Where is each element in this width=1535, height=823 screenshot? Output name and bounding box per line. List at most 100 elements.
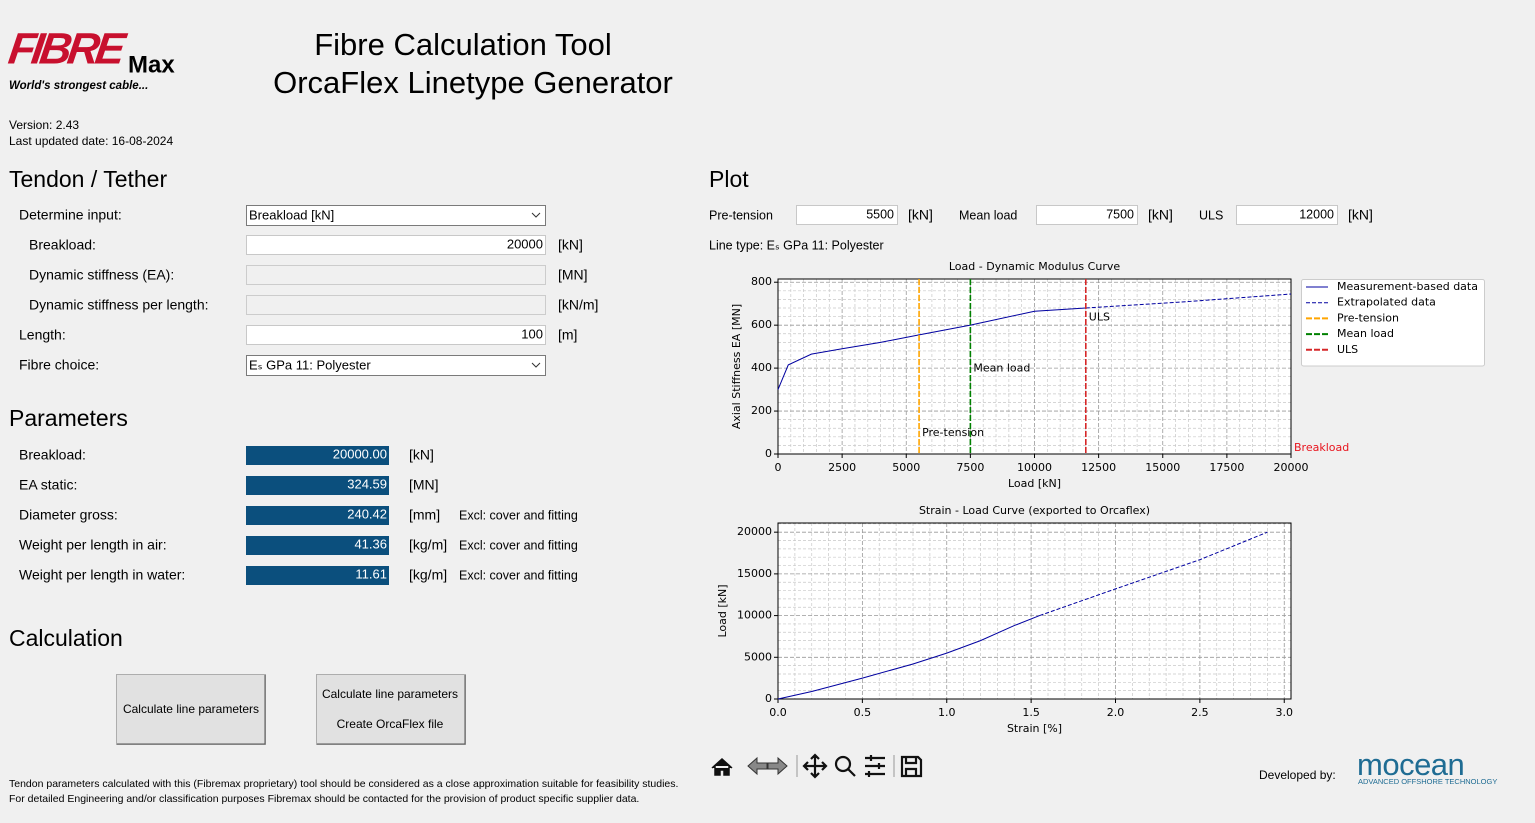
note: Excl: cover and fitting	[459, 508, 578, 522]
dropdown[interactable]	[246, 205, 546, 226]
logo-brand: FIBRE	[6, 25, 130, 74]
forward-icon[interactable]	[767, 756, 788, 776]
field-label: Fibre choice:	[19, 357, 99, 373]
text-input-disabled	[246, 295, 546, 315]
y-tick-label: 800	[751, 275, 772, 288]
button-label: Calculate line parameters	[123, 702, 259, 716]
y-tick-label: 200	[751, 404, 772, 417]
text-input[interactable]	[246, 325, 546, 345]
pan-icon[interactable]	[802, 753, 828, 779]
field-label: Length:	[19, 327, 66, 343]
y-axis-label: Load [kN]	[716, 584, 729, 637]
field-label: Weight per length in water:	[19, 567, 185, 583]
button-shadow	[117, 675, 266, 745]
result-box	[246, 566, 389, 585]
unit: [kN]	[908, 207, 933, 223]
unit: [kN]	[1148, 207, 1173, 223]
y-tick-label: 15000	[737, 567, 772, 580]
y-tick-label: 400	[751, 361, 772, 374]
data-line	[1039, 531, 1268, 617]
field-label: Weight per length in air:	[19, 537, 167, 553]
dropdown-value: Eₛ GPa 11: Polyester	[249, 357, 371, 372]
configure-icon[interactable]	[865, 755, 885, 777]
updated-date: Last updated date: 16-08-2024	[9, 134, 173, 148]
x-tick-label: 20000	[1274, 461, 1309, 474]
input-value: 12000	[1299, 207, 1334, 221]
result-value: 324.59	[347, 476, 387, 491]
dropdown[interactable]	[246, 355, 546, 376]
home-icon[interactable]	[711, 757, 733, 776]
field-label: Breakload:	[29, 237, 96, 253]
text-input[interactable]	[796, 205, 898, 225]
button[interactable]	[116, 674, 266, 745]
disclaimer: Tendon parameters calculated with this (…	[9, 778, 678, 790]
unit: [MN]	[558, 267, 588, 283]
logo-tagline: World's strongest cable...	[9, 80, 148, 92]
data-line	[777, 615, 1040, 700]
x-tick-label: 17500	[1209, 461, 1244, 474]
unit: [kN]	[558, 237, 583, 253]
result-value: 11.61	[355, 566, 387, 581]
save-icon[interactable]	[900, 755, 923, 778]
button-shadow	[317, 675, 466, 745]
app-title: Fibre Calculation Tool	[314, 27, 612, 62]
result-value: 240.42	[347, 506, 387, 521]
unit: [kN/m]	[558, 297, 598, 313]
y-tick-label: 0	[765, 692, 772, 705]
x-tick-label: 1.0	[938, 706, 956, 719]
field-label: Mean load	[959, 208, 1017, 222]
legend-label: Mean load	[1337, 327, 1394, 340]
text-input[interactable]	[246, 235, 546, 255]
reference-label: ULS	[1089, 311, 1110, 324]
x-tick-label: 0.0	[769, 706, 787, 719]
x-tick-label: 0	[775, 461, 782, 474]
unit: [m]	[558, 327, 577, 343]
field-label: Dynamic stiffness (EA):	[29, 267, 174, 283]
data-line	[1085, 293, 1292, 309]
zoom-icon[interactable]	[834, 755, 852, 773]
plot-toolbar	[711, 753, 923, 779]
unit: [kN]	[1348, 207, 1373, 223]
result-value: 41.36	[354, 536, 387, 551]
unit: [MN]	[409, 477, 439, 493]
button[interactable]	[316, 674, 466, 745]
field-label: EA static:	[19, 477, 77, 493]
y-axis-label: Axial Stiffness EA [MN]	[730, 304, 743, 429]
reference-label: Mean load	[973, 361, 1030, 374]
x-tick-label: 2500	[828, 461, 856, 474]
section-heading: Parameters	[9, 405, 128, 431]
input-value: 20000	[507, 236, 543, 251]
result-box	[246, 476, 389, 495]
legend-label: Pre-tension	[1337, 311, 1399, 324]
developer-logo: mocean	[1357, 747, 1464, 782]
x-tick-label: 10000	[1017, 461, 1052, 474]
field-label: Breakload:	[19, 447, 86, 463]
dropdown-value: Breakload [kN]	[249, 207, 334, 222]
field-label: ULS	[1199, 208, 1223, 222]
unit: [kN]	[409, 447, 434, 463]
data-line	[777, 307, 1086, 390]
result-box	[246, 446, 389, 465]
note: Excl: cover and fitting	[459, 538, 578, 552]
legend-label: ULS	[1337, 343, 1358, 356]
back-icon[interactable]	[747, 756, 768, 776]
text-input[interactable]	[1036, 205, 1138, 225]
section-heading: Calculation	[9, 625, 123, 651]
field-label: Diameter gross:	[19, 507, 118, 523]
result-value: 20000.00	[333, 446, 387, 461]
field-label: Dynamic stiffness per length:	[29, 297, 209, 313]
reference-label: Pre-tension	[922, 426, 984, 439]
y-tick-label: 20000	[737, 525, 772, 538]
result-box	[246, 536, 389, 555]
input-value: 7500	[1106, 207, 1134, 221]
plot-area	[778, 523, 1291, 699]
y-tick-label: 0	[765, 447, 772, 460]
y-tick-label: 10000	[737, 609, 772, 622]
line-type: Line type: Eₛ GPa 11: Polyester	[709, 238, 884, 252]
text-input[interactable]	[1236, 205, 1338, 225]
plot-frame	[777, 522, 1292, 700]
unit: [mm]	[409, 507, 440, 523]
zoom-icon-handle	[847, 768, 856, 777]
field-label: Pre-tension	[709, 208, 773, 222]
